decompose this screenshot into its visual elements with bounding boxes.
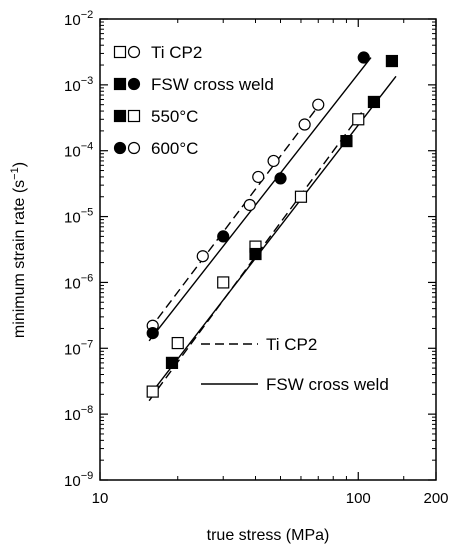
data-point (171, 336, 184, 350)
fit-line (155, 75, 397, 388)
x-tick-label: 100 (346, 490, 371, 507)
y-axis-label: minimum strain rate (s−1) (9, 162, 28, 338)
legend-marker (113, 109, 127, 123)
data-point (274, 172, 287, 185)
plot-frame (99, 18, 437, 481)
data-point (217, 230, 230, 243)
legend-label: Ti CP2 (151, 43, 202, 62)
y-tick-label: 10−6 (64, 272, 93, 292)
data-point (165, 356, 179, 369)
fit-line (148, 101, 322, 331)
y-tick-label: 10−3 (64, 75, 93, 95)
data-point (367, 95, 381, 109)
axis-ticks: 10−9 10−8 10−7 10−6 10−5 10−4 10−3 10−2 10 100 200 (64, 9, 449, 507)
legend-marker (127, 109, 141, 123)
fit-line (148, 112, 363, 402)
data-point (252, 170, 265, 184)
legend-marker (113, 141, 127, 155)
data-point (146, 327, 159, 340)
legend-marker (113, 77, 127, 91)
data-point (294, 190, 308, 203)
data-points (146, 51, 399, 398)
y-tick-label: 10−4 (64, 141, 93, 161)
data-point (385, 54, 399, 68)
fit-lines (148, 57, 397, 402)
legend-label: 550°C (151, 107, 198, 126)
data-point (243, 198, 256, 212)
fit-line (148, 57, 372, 342)
data-point (146, 385, 159, 398)
legend-line-label: FSW cross weld (266, 375, 389, 394)
legend-marker (113, 45, 127, 59)
data-point (217, 276, 230, 289)
legend-label: 600°C (151, 139, 198, 158)
data-point (267, 154, 280, 168)
data-point (340, 134, 353, 148)
data-point (298, 118, 311, 131)
legend-marker (127, 45, 141, 59)
data-point (352, 113, 365, 126)
data-point (357, 51, 370, 64)
y-tick-label: 10−7 (64, 338, 93, 358)
x-tick-label: 200 (423, 490, 448, 507)
x-tick-label: 10 (92, 490, 109, 507)
y-tick-label: 10−9 (64, 470, 93, 490)
legend-label: FSW cross weld (151, 75, 274, 94)
data-point (312, 98, 325, 111)
legend: Ti CP2 FSW cross weld 550°C 600°C Ti CP2 FSW … (113, 43, 389, 394)
legend-marker (127, 77, 141, 91)
y-tick-label: 10−2 (64, 9, 93, 29)
legend-marker (127, 141, 141, 155)
y-tick-label: 10−8 (64, 404, 93, 424)
data-point (196, 250, 209, 263)
y-tick-label: 10−5 (64, 207, 93, 227)
legend-line-label: Ti CP2 (266, 335, 317, 354)
data-point (249, 247, 262, 261)
x-axis-label: true stress (MPa) (207, 527, 330, 544)
